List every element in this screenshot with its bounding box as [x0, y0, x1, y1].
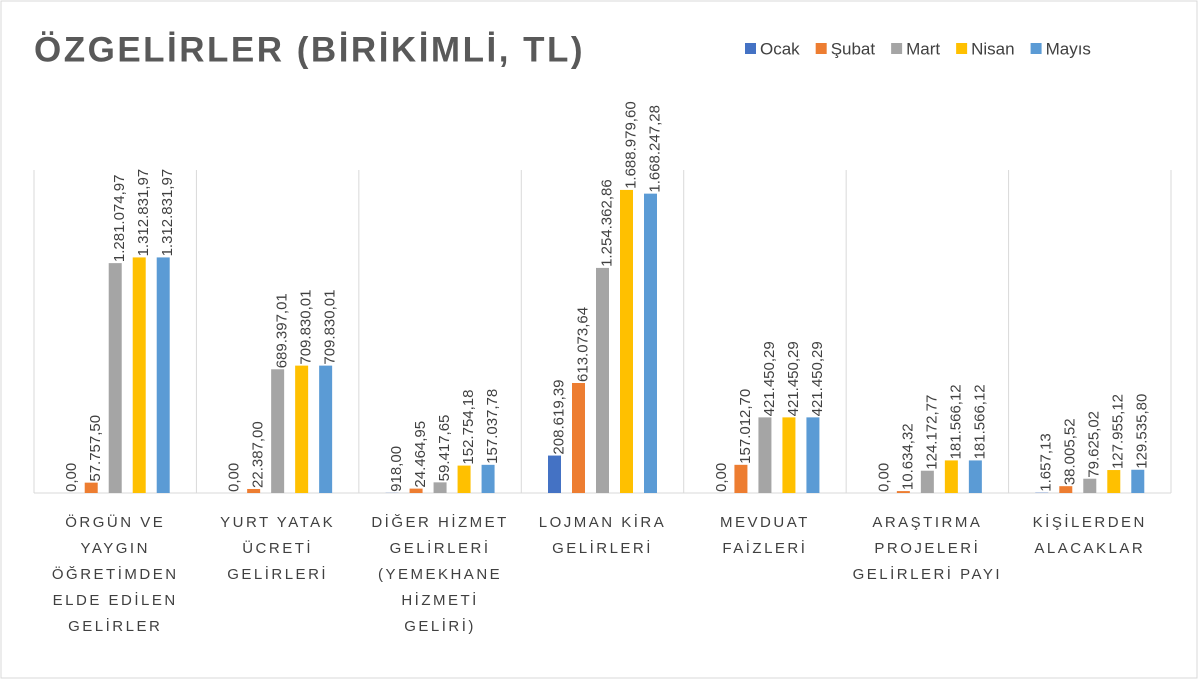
bar — [108, 263, 122, 493]
value-label: 127.955,12 — [1110, 394, 1127, 469]
legend-swatch — [956, 43, 968, 54]
value-label: 24.464,95 — [412, 421, 429, 488]
legend-label: Şubat — [831, 39, 876, 58]
value-label: 0,00 — [63, 463, 80, 492]
bar — [944, 460, 958, 493]
value-label: 689.397,01 — [274, 293, 291, 368]
value-label: 0,00 — [875, 463, 892, 492]
value-label: 181.566,12 — [971, 384, 988, 459]
value-label: 1.254.362,86 — [598, 179, 615, 267]
value-label: 57.757,50 — [87, 415, 104, 482]
value-label: 38.005,52 — [1062, 418, 1079, 485]
bar — [782, 417, 796, 493]
bar — [132, 257, 146, 493]
legend-swatch — [1030, 43, 1042, 54]
x-tick-label: MEVDUAT FAİZLERİ — [720, 514, 810, 557]
legend-label: Nisan — [971, 39, 1014, 58]
value-label: 157.012,70 — [737, 389, 754, 464]
value-label: 59.417,65 — [436, 415, 453, 482]
value-label: 10.634,32 — [899, 423, 916, 490]
value-label: 709.830,01 — [322, 290, 339, 365]
legend-label: Mart — [906, 39, 940, 58]
value-label: 421.450,29 — [785, 341, 802, 416]
bar — [896, 491, 910, 493]
value-label: 1.657,13 — [1038, 433, 1055, 491]
value-label: 22.387,00 — [250, 421, 267, 488]
value-label: 129.535,80 — [1134, 394, 1151, 469]
bar — [968, 460, 982, 493]
x-tick-label: ARAŞTIRMA PROJELERİ GELİRLERİ PAYI — [852, 514, 1003, 583]
value-label: 181.566,12 — [947, 384, 964, 459]
value-label: 1.312.831,97 — [135, 169, 152, 257]
bar — [620, 189, 633, 493]
value-label: 1.312.831,97 — [159, 169, 176, 257]
bar — [920, 470, 934, 493]
bar — [644, 193, 657, 494]
value-label: 157.037,78 — [484, 389, 501, 464]
value-label: 918,00 — [388, 446, 405, 492]
value-label: 1.281.074,97 — [111, 175, 128, 263]
bar — [734, 464, 748, 493]
x-tick-label: ÖRGÜN VE YAYGIN ÖĞRETİMDEN ELDE EDİLEN G… — [51, 514, 179, 635]
bar — [548, 455, 561, 493]
value-label: 1.668.247,28 — [646, 105, 663, 193]
bar — [271, 369, 285, 493]
bar — [1059, 486, 1073, 493]
x-tick-label: DİĞER HİZMET GELİRLERİ (YEMEKHANE HİZMET… — [371, 514, 509, 635]
value-label: 124.172,77 — [923, 395, 940, 470]
legend-label: Ocak — [760, 39, 800, 58]
bar — [758, 417, 772, 493]
value-label: 152.754,18 — [460, 390, 477, 465]
legend-swatch — [891, 43, 903, 54]
x-tick-label: LOJMAN KİRA GELİRLERİ — [538, 514, 667, 557]
bar — [1131, 469, 1145, 493]
bar — [596, 267, 609, 493]
bar — [156, 257, 170, 493]
bar — [1083, 478, 1097, 493]
bar — [84, 482, 98, 493]
legend-swatch — [815, 43, 827, 54]
bar — [1107, 470, 1121, 493]
bar — [806, 417, 820, 493]
value-label: 79.625,02 — [1086, 411, 1103, 478]
legend-swatch — [745, 43, 756, 54]
bar — [247, 488, 261, 493]
bar — [433, 482, 447, 493]
chart-title: ÖZGELİRLER (BİRİKİMLİ, TL) — [34, 30, 585, 69]
value-label: 613.073,64 — [574, 307, 591, 382]
value-label: 421.450,29 — [761, 341, 778, 416]
value-label: 421.450,29 — [809, 341, 826, 416]
bar — [409, 488, 423, 493]
value-label: 1.688.979,60 — [622, 101, 639, 189]
x-tick-label: KİŞİLERDEN ALACAKLAR — [1032, 514, 1147, 557]
value-label: 709.830,01 — [298, 290, 315, 365]
value-label: 0,00 — [713, 463, 730, 492]
bar — [481, 464, 495, 493]
legend-label: Mayıs — [1046, 39, 1091, 58]
value-label: 208.619,39 — [550, 379, 567, 454]
value-label: 0,00 — [226, 463, 243, 492]
bar — [572, 382, 585, 493]
bar — [457, 465, 471, 493]
bar — [319, 365, 333, 493]
x-tick-label: YURT YATAK ÜCRETİ GELİRLERİ — [220, 514, 336, 583]
bar — [295, 365, 309, 493]
